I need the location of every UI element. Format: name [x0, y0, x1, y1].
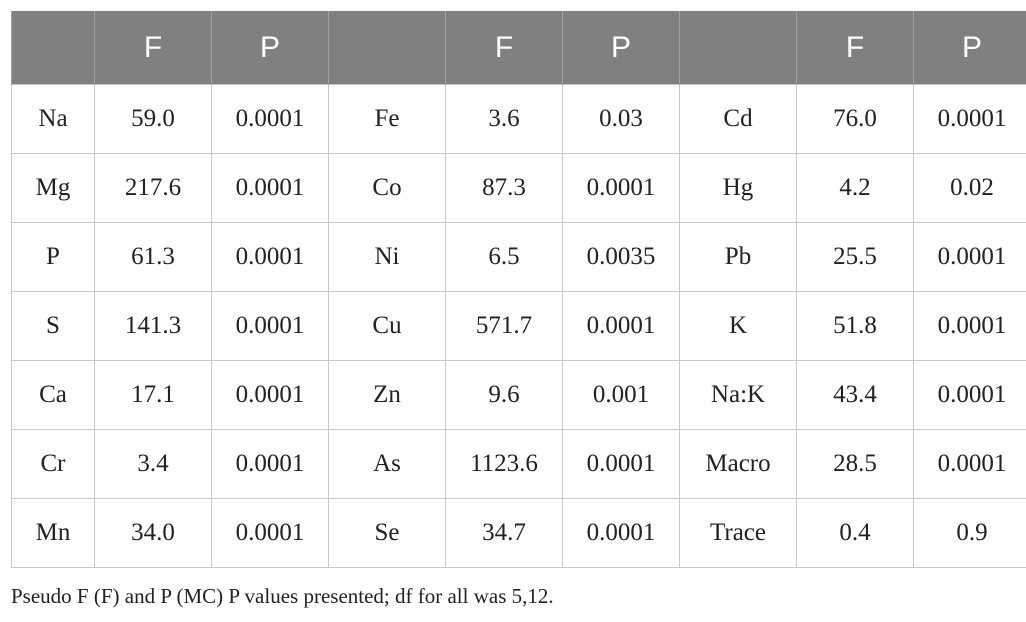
f-value-cell: 34.0 [94, 498, 212, 568]
p-value-cell: 0.0001 [211, 360, 329, 430]
f-value-cell: 61.3 [94, 222, 212, 292]
f-value-cell: 87.3 [445, 153, 563, 223]
f-value-cell: 28.5 [796, 429, 914, 499]
f-value-cell: 4.2 [796, 153, 914, 223]
f-value-cell: 51.8 [796, 291, 914, 361]
table-row: P 61.3 0.0001 Ni 6.5 0.0035 Pb 25.5 0.0001 [11, 222, 1026, 292]
element-cell: Mn [11, 498, 95, 568]
element-cell: Ca [11, 360, 95, 430]
f-value-cell: 59.0 [94, 84, 212, 154]
header-cell-p-2: P [562, 11, 680, 85]
p-value-cell: 0.0001 [913, 84, 1026, 154]
p-value-cell: 0.0001 [562, 291, 680, 361]
table-row: Ca 17.1 0.0001 Zn 9.6 0.001 Na:K 43.4 0.0001 [11, 360, 1026, 430]
element-cell: Trace [679, 498, 797, 568]
header-cell-element-2 [328, 11, 446, 85]
element-cell: Zn [328, 360, 446, 430]
p-value-cell: 0.0001 [211, 498, 329, 568]
element-cell: P [11, 222, 95, 292]
table-body: Na 59.0 0.0001 Fe 3.6 0.03 Cd 76.0 0.0001 Mg 217.6… [11, 84, 1026, 568]
element-cell: Macro [679, 429, 797, 499]
element-cell: K [679, 291, 797, 361]
table-row: Mg 217.6 0.0001 Co 87.3 0.0001 Hg 4.2 0.02 [11, 153, 1026, 223]
f-value-cell: 34.7 [445, 498, 563, 568]
p-value-cell: 0.001 [562, 360, 680, 430]
p-value-cell: 0.0001 [913, 360, 1026, 430]
header-cell-element-1 [11, 11, 95, 85]
p-value-cell: 0.0001 [913, 222, 1026, 292]
table-row: Mn 34.0 0.0001 Se 34.7 0.0001 Trace 0.4 0.9 [11, 498, 1026, 568]
element-cell: Fe [328, 84, 446, 154]
f-value-cell: 17.1 [94, 360, 212, 430]
element-cell: S [11, 291, 95, 361]
f-value-cell: 217.6 [94, 153, 212, 223]
element-cell: Na:K [679, 360, 797, 430]
f-value-cell: 9.6 [445, 360, 563, 430]
table-row: S 141.3 0.0001 Cu 571.7 0.0001 K 51.8 0.0001 [11, 291, 1026, 361]
element-cell: Na [11, 84, 95, 154]
p-value-cell: 0.0001 [211, 153, 329, 223]
element-cell: Pb [679, 222, 797, 292]
f-value-cell: 0.4 [796, 498, 914, 568]
header-cell-element-3 [679, 11, 797, 85]
f-value-cell: 76.0 [796, 84, 914, 154]
statistics-table-container: F P F P F P Na 59.0 0.0001 Fe 3.6 0.03 Cd 76.0 0… [11, 11, 1026, 568]
f-value-cell: 1123.6 [445, 429, 563, 499]
f-value-cell: 571.7 [445, 291, 563, 361]
element-cell: Cd [679, 84, 797, 154]
p-value-cell: 0.0001 [562, 429, 680, 499]
header-cell-f-1: F [94, 11, 212, 85]
header-cell-f-3: F [796, 11, 914, 85]
p-value-cell: 0.0001 [562, 153, 680, 223]
p-value-cell: 0.0001 [211, 291, 329, 361]
f-value-cell: 6.5 [445, 222, 563, 292]
p-value-cell: 0.0001 [913, 291, 1026, 361]
f-value-cell: 3.6 [445, 84, 563, 154]
element-cell: Cr [11, 429, 95, 499]
f-value-cell: 25.5 [796, 222, 914, 292]
p-value-cell: 0.0001 [211, 222, 329, 292]
p-value-cell: 0.0001 [211, 429, 329, 499]
element-cell: As [328, 429, 446, 499]
p-value-cell: 0.0001 [211, 84, 329, 154]
table-header: F P F P F P [11, 11, 1026, 85]
table-row: Cr 3.4 0.0001 As 1123.6 0.0001 Macro 28.5 0.0001 [11, 429, 1026, 499]
p-value-cell: 0.0001 [913, 429, 1026, 499]
f-value-cell: 43.4 [796, 360, 914, 430]
statistics-table: F P F P F P Na 59.0 0.0001 Fe 3.6 0.03 Cd 76.0 0… [11, 11, 1026, 568]
f-value-cell: 3.4 [94, 429, 212, 499]
f-value-cell: 141.3 [94, 291, 212, 361]
header-row: F P F P F P [11, 11, 1026, 85]
element-cell: Co [328, 153, 446, 223]
p-value-cell: 0.9 [913, 498, 1026, 568]
header-cell-p-1: P [211, 11, 329, 85]
table-row: Na 59.0 0.0001 Fe 3.6 0.03 Cd 76.0 0.0001 [11, 84, 1026, 154]
p-value-cell: 0.0035 [562, 222, 680, 292]
element-cell: Mg [11, 153, 95, 223]
element-cell: Cu [328, 291, 446, 361]
table-footnote: Pseudo F (F) and P (MC) P values present… [11, 584, 554, 608]
header-cell-f-2: F [445, 11, 563, 85]
p-value-cell: 0.02 [913, 153, 1026, 223]
header-cell-p-3: P [913, 11, 1026, 85]
element-cell: Ni [328, 222, 446, 292]
element-cell: Se [328, 498, 446, 568]
element-cell: Hg [679, 153, 797, 223]
p-value-cell: 0.03 [562, 84, 680, 154]
p-value-cell: 0.0001 [562, 498, 680, 568]
